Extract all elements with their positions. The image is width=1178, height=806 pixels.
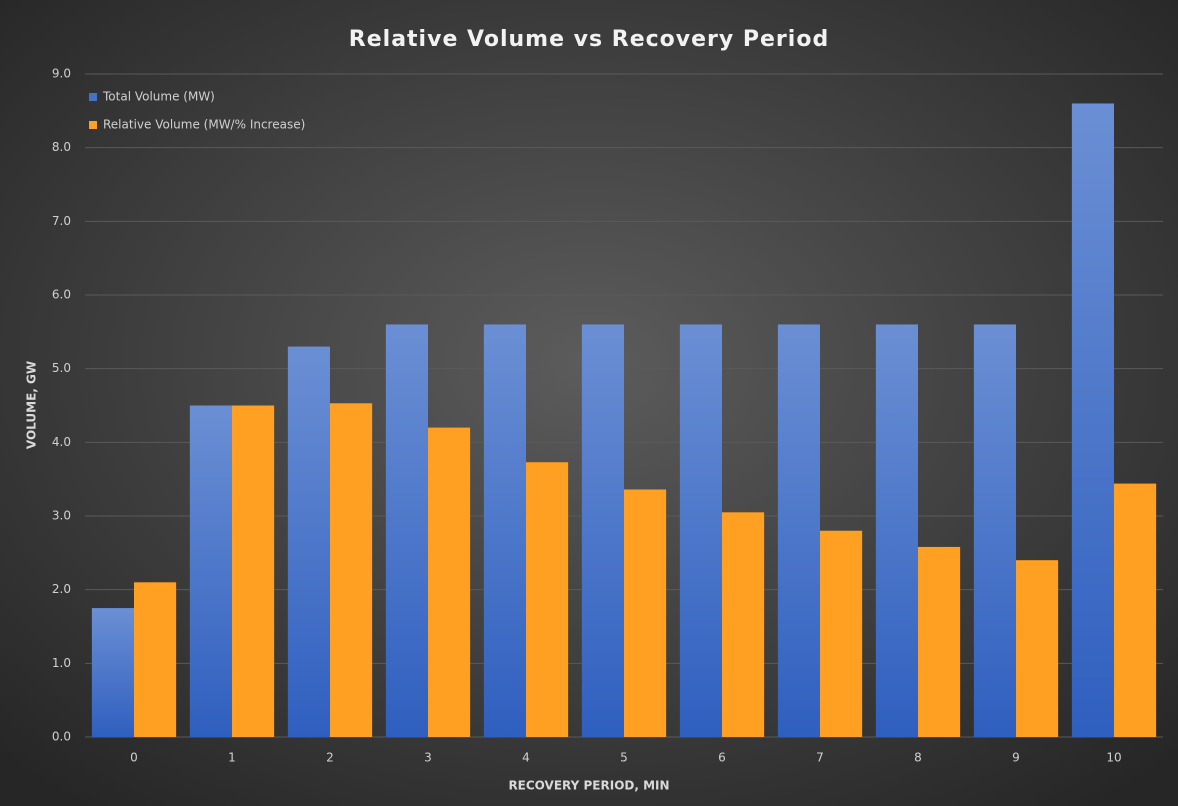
bar [385,324,428,737]
y-tick-label: 5.0 [52,361,71,375]
y-tick-label: 3.0 [52,509,71,523]
x-tick-label: 4 [522,751,530,765]
bar [679,324,722,737]
bar [973,324,1016,737]
chart-title: Relative Volume vs Recovery Period [349,27,829,52]
bar [1016,560,1059,737]
y-tick-label: 9.0 [52,67,71,81]
y-tick-label: 7.0 [52,214,71,228]
legend-label: Relative Volume (MW/% Increase) [103,118,305,132]
x-axis-label: RECOVERY PERIOD, MIN [508,779,669,793]
y-tick-label: 0.0 [52,730,71,744]
bar [428,427,471,737]
x-tick-label: 3 [424,751,432,765]
y-tick-label: 6.0 [52,288,71,302]
x-tick-label: 9 [1012,751,1020,765]
bar [777,324,820,737]
legend-swatch [89,93,97,101]
legend-label: Total Volume (MW) [102,90,215,104]
bar [1071,103,1114,737]
x-tick-label: 0 [130,751,138,765]
bar [526,462,569,737]
y-tick-label: 8.0 [52,140,71,154]
bar [91,608,134,737]
bar [1114,483,1157,737]
bar [581,324,624,737]
bar [287,346,330,737]
bar [918,546,961,737]
y-tick-label: 4.0 [52,435,71,449]
bar [189,405,232,737]
bar [820,530,863,737]
bar [624,489,667,737]
bar [722,512,765,737]
y-tick-label: 2.0 [52,582,71,596]
x-tick-label: 2 [326,751,334,765]
legend-swatch [89,121,97,129]
x-tick-label: 8 [914,751,922,765]
bar [875,324,918,737]
x-tick-label: 5 [620,751,628,765]
y-axis-label: VOLUME, GW [25,361,39,449]
y-tick-label: 1.0 [52,656,71,670]
x-tick-label: 1 [228,751,236,765]
bar [483,324,526,737]
x-tick-label: 6 [718,751,726,765]
x-tick-label: 10 [1106,751,1121,765]
bar [134,582,177,737]
bar [232,405,275,737]
x-tick-label: 7 [816,751,824,765]
bar [330,403,373,737]
